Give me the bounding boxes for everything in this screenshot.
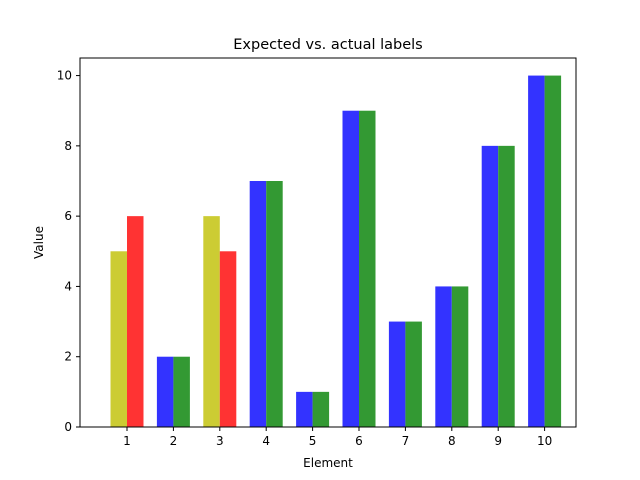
x-tick-label-10: 10 [537, 434, 552, 448]
bar-series2-element-10 [544, 75, 562, 427]
bars-layer [110, 75, 562, 428]
axes-frame [79, 57, 577, 428]
bar-series2-element-2 [173, 356, 190, 427]
bar-series2-element-1 [127, 216, 144, 427]
x-tick-label-8: 8 [448, 434, 456, 448]
bar-series1-element-4 [249, 181, 267, 427]
y-tick-label-10: 10 [57, 69, 72, 83]
bar-series1-element-1 [110, 251, 127, 427]
y-tick-label-6: 6 [64, 209, 72, 223]
bar-series2-element-4 [266, 181, 283, 427]
x-tick-label-1: 1 [123, 434, 131, 448]
bar-series2-element-3 [219, 251, 237, 427]
x-tick-label-6: 6 [355, 434, 363, 448]
bar-series2-element-8 [451, 286, 469, 427]
bar-series1-element-10 [528, 75, 545, 427]
ticks-layer: 1 2 3 4 5 6 7 8 9 10 0 2 4 6 8 10 [57, 69, 553, 448]
bar-series2-element-9 [498, 145, 515, 428]
y-tick-label-4: 4 [64, 279, 72, 293]
x-tick-label-2: 2 [170, 434, 178, 448]
x-tick-label-4: 4 [262, 434, 270, 448]
x-tick-label-3: 3 [216, 434, 224, 448]
bar-series2-element-7 [405, 321, 422, 427]
bar-series1-element-7 [388, 321, 406, 427]
y-tick-label-0: 0 [64, 420, 72, 434]
bar-series1-element-6 [342, 110, 359, 428]
x-tick-label-9: 9 [494, 434, 502, 448]
y-tick-label-2: 2 [64, 350, 72, 364]
bar-series1-element-3 [203, 216, 220, 427]
x-tick-label-5: 5 [309, 434, 317, 448]
chart-title: Expected vs. actual labels [233, 37, 423, 53]
bar-series1-element-9 [481, 145, 499, 428]
y-tick-label-8: 8 [64, 139, 72, 153]
bar-series2-element-6 [359, 110, 376, 428]
bar-series1-element-8 [435, 286, 452, 427]
bar-series1-element-2 [156, 356, 174, 427]
bar-series2-element-5 [312, 391, 330, 427]
bar-series1-element-5 [296, 391, 313, 427]
x-tick-label-7: 7 [402, 434, 410, 448]
y-axis-title: Value [32, 226, 46, 259]
x-axis-title: Element [303, 456, 353, 470]
